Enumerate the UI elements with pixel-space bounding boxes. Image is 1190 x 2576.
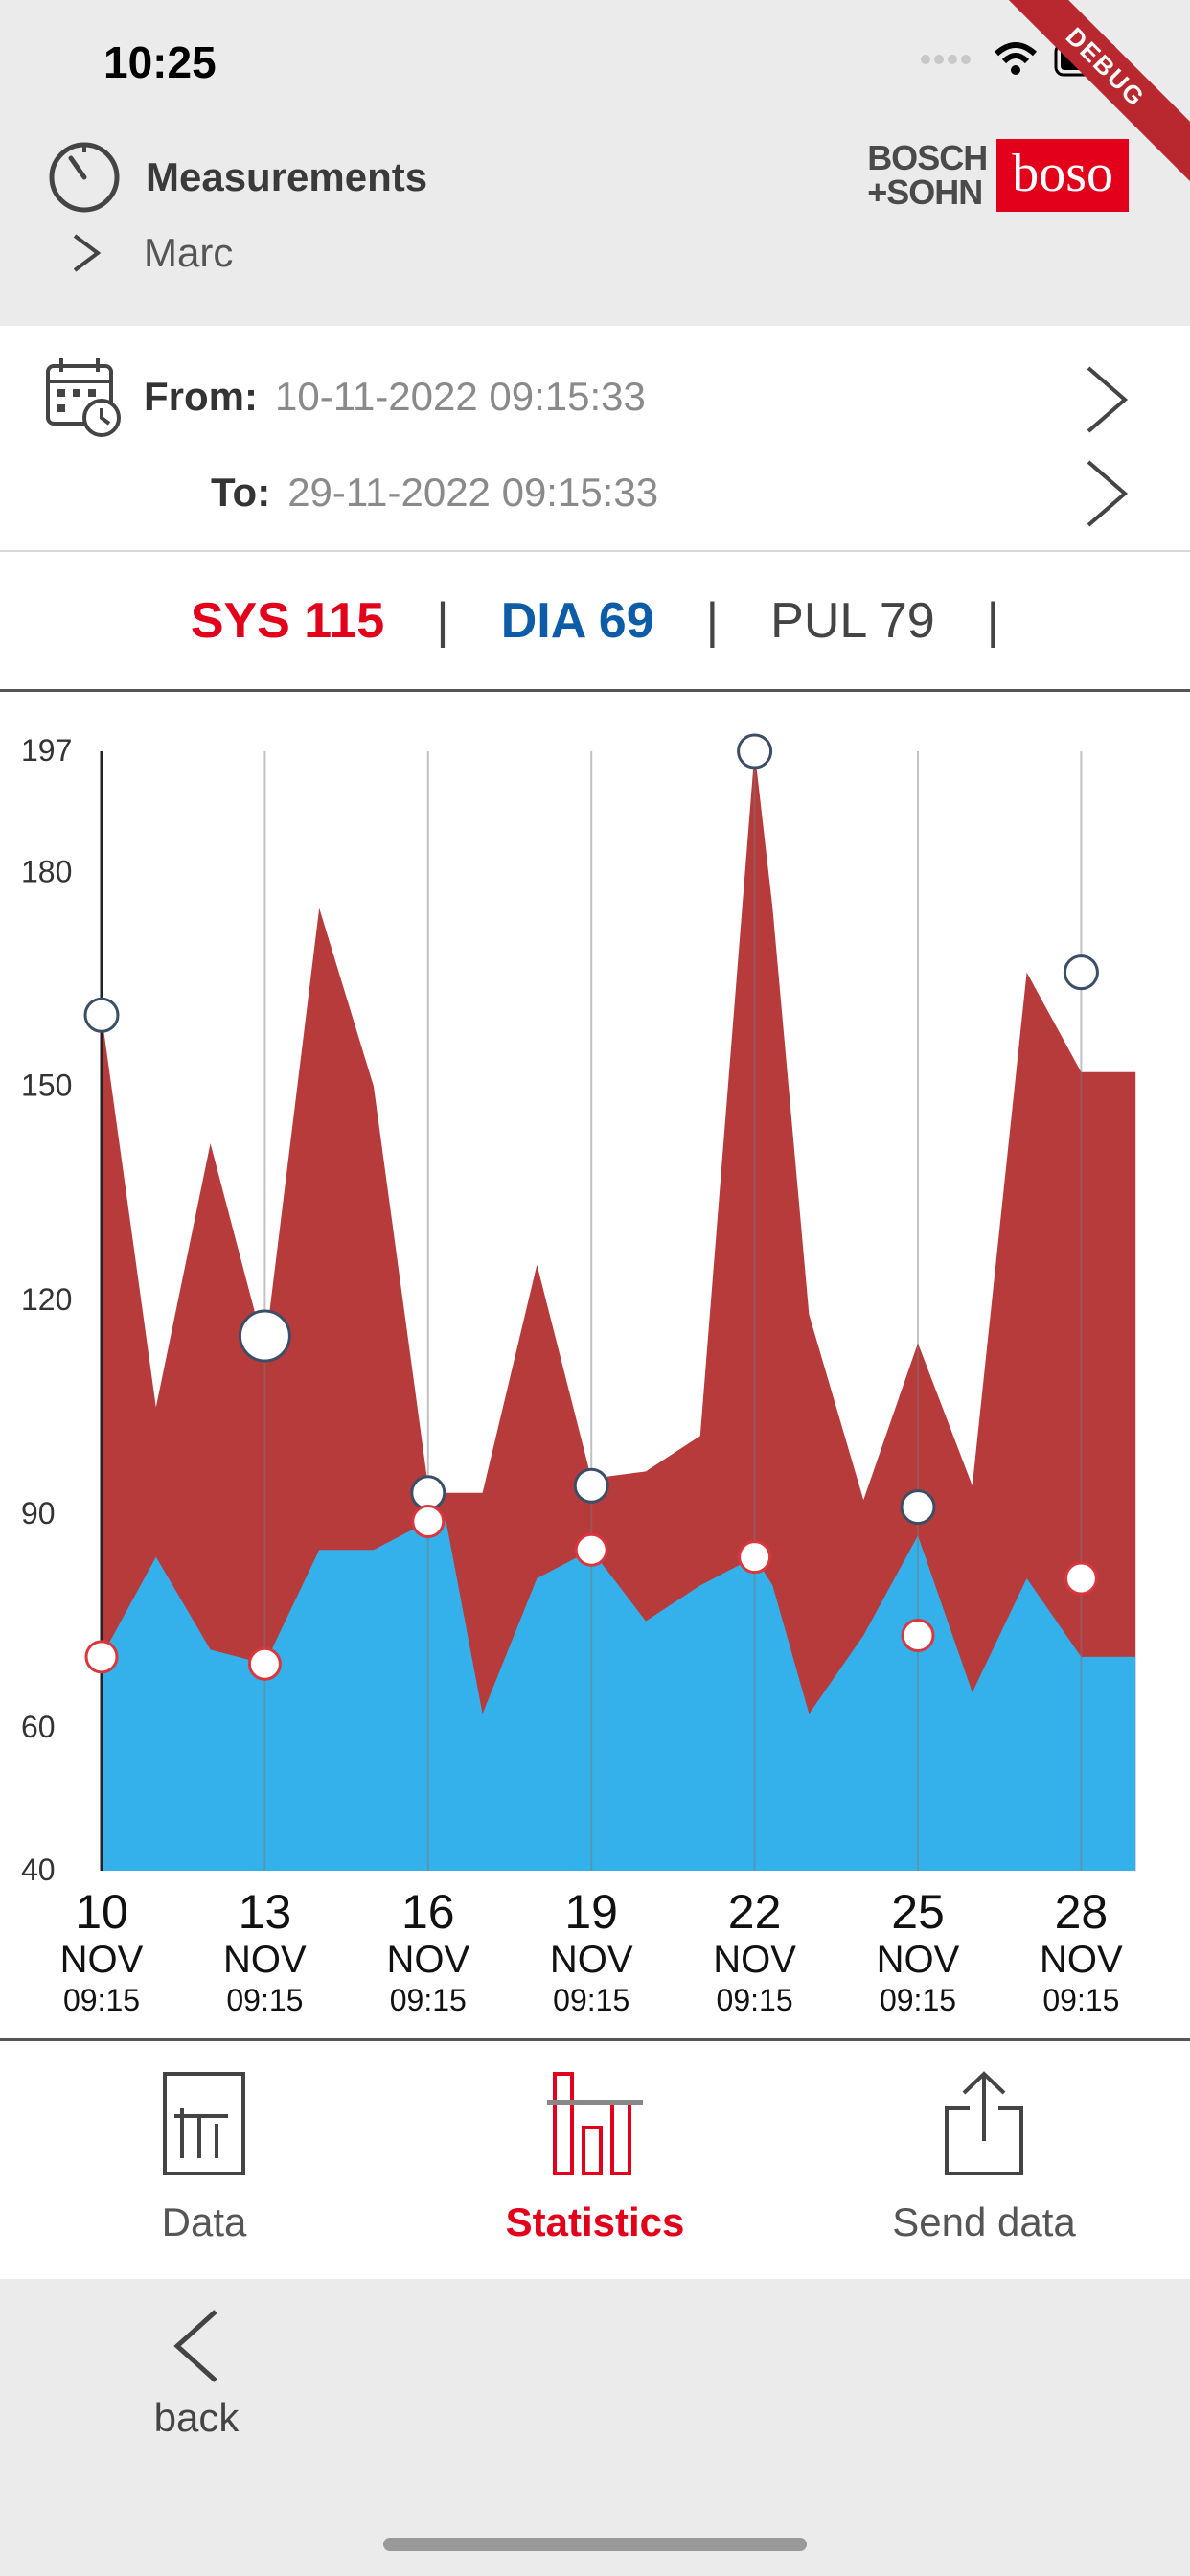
calendar-clock-icon (46, 358, 121, 437)
x-tick-day: 13 (239, 1885, 292, 1939)
sys-point (410, 1475, 446, 1511)
logo-text: BOSCH +SOHN (867, 138, 988, 212)
legend-sys[interactable]: SYS 115 (190, 592, 385, 649)
tab-data[interactable]: Data (60, 2070, 348, 2245)
cellular-signal-icon (921, 55, 971, 64)
sys-point (900, 1489, 936, 1526)
from-value: 10-11-2022 09:15:33 (275, 374, 646, 419)
header: Measurements Marc BOSCH +SOHN boso (0, 129, 1190, 326)
logo-line-1: BOSCH (867, 138, 988, 177)
dia-point (84, 1640, 119, 1674)
status-bar: 10:25 DEBUG (0, 0, 1190, 184)
tab-send-data-label: Send data (892, 2199, 1076, 2244)
to-row[interactable]: To: 29-11-2022 09:15:33 (211, 470, 658, 516)
y-tick-label: 180 (21, 854, 72, 888)
dia-point (247, 1646, 282, 1681)
chart-area[interactable]: 40 60 90 120 150 180 197 10 NOV 09:15 13 NOV 09:15 16… (0, 692, 1190, 2041)
x-tick-time: 09:15 (390, 1983, 467, 2017)
home-indicator[interactable] (383, 2538, 807, 2551)
y-tick-label: 40 (21, 1852, 56, 1887)
x-tick-day: 25 (891, 1885, 945, 1939)
tab-statistics[interactable]: Statistics (451, 2070, 739, 2245)
status-time: 10:25 (103, 37, 217, 87)
statistics-icon (547, 2072, 643, 2175)
y-tick-label: 120 (21, 1282, 72, 1317)
date-range-panel: From: 10-11-2022 09:15:33 To: 29-11-2022… (0, 326, 1190, 552)
back-button[interactable]: back (144, 2308, 249, 2441)
x-tick-time: 09:15 (553, 1983, 629, 2017)
legend-separator: | (986, 592, 1000, 649)
dia-point (901, 1618, 935, 1652)
y-tick-label: 150 (21, 1069, 72, 1103)
to-value: 29-11-2022 09:15:33 (287, 470, 659, 515)
tab-data-label: Data (161, 2199, 247, 2244)
logo-line-2: +SOHN (867, 172, 983, 212)
back-label: back (153, 2395, 240, 2440)
from-chevron-icon[interactable] (1083, 364, 1131, 435)
sys-point (573, 1467, 609, 1504)
x-tick-time: 09:15 (717, 1983, 793, 2017)
x-tick-month: NOV (713, 1939, 796, 1981)
x-tick-time: 09:15 (880, 1983, 956, 2017)
dia-area (102, 1521, 1136, 1871)
chevron-left-icon (173, 2310, 217, 2382)
x-tick-month: NOV (60, 1939, 144, 1981)
y-tick-label: 60 (21, 1710, 56, 1744)
legend-pul[interactable]: PUL 79 (770, 592, 935, 649)
from-label: From: (144, 374, 258, 419)
chart-legend: SYS 115 | DIA 69 | PUL 79 | (0, 552, 1190, 692)
tab-bar: Data Statistics Send data (0, 2041, 1190, 2279)
tab-send-data[interactable]: Send data (840, 2070, 1128, 2245)
legend-separator: | (705, 592, 720, 649)
blood-pressure-chart[interactable]: 40609012015018019710NOV09:1513NOV09:1516… (0, 692, 1190, 2041)
x-tick-day: 22 (728, 1885, 782, 1939)
user-name: Marc (144, 230, 234, 275)
x-tick-month: NOV (223, 1939, 307, 1981)
to-chevron-icon[interactable] (1083, 458, 1131, 529)
x-tick-month: NOV (550, 1939, 633, 1981)
to-label: To: (211, 470, 271, 515)
share-icon (945, 2071, 1023, 2175)
dia-point (411, 1504, 446, 1538)
x-tick-day: 19 (564, 1885, 618, 1939)
data-icon (163, 2072, 245, 2175)
sys-point (737, 733, 773, 770)
sys-point (83, 997, 120, 1033)
x-tick-day: 28 (1055, 1885, 1109, 1939)
user-breadcrumb[interactable]: Marc (67, 230, 233, 276)
sys-point (1063, 954, 1099, 991)
x-tick-time: 09:15 (63, 1983, 140, 2017)
tab-statistics-label: Statistics (505, 2199, 685, 2244)
y-tick-label: 197 (21, 733, 72, 768)
from-row[interactable]: From: 10-11-2022 09:15:33 (144, 374, 646, 420)
x-tick-month: NOV (1040, 1939, 1123, 1981)
y-tick-label: 90 (21, 1496, 56, 1530)
dia-point (1064, 1561, 1098, 1596)
x-tick-day: 10 (75, 1885, 128, 1939)
x-tick-month: NOV (877, 1939, 960, 1981)
sys-point (238, 1309, 291, 1363)
dia-point (738, 1540, 772, 1575)
legend-separator: | (436, 592, 449, 649)
x-tick-time: 09:15 (1042, 1983, 1119, 2017)
x-tick-time: 09:15 (226, 1983, 303, 2017)
header-title-row[interactable]: Measurements (46, 139, 427, 216)
gauge-icon (49, 142, 120, 213)
x-tick-month: NOV (386, 1939, 469, 1981)
logo-brand: boso (996, 139, 1129, 212)
dia-point (574, 1532, 608, 1567)
wifi-icon (994, 42, 1038, 75)
chevron-right-icon (73, 234, 102, 272)
legend-dia[interactable]: DIA 69 (500, 592, 654, 649)
x-tick-day: 16 (401, 1885, 455, 1939)
brand-logo: BOSCH +SOHN boso (867, 139, 1129, 212)
page-title: Measurements (146, 154, 428, 199)
